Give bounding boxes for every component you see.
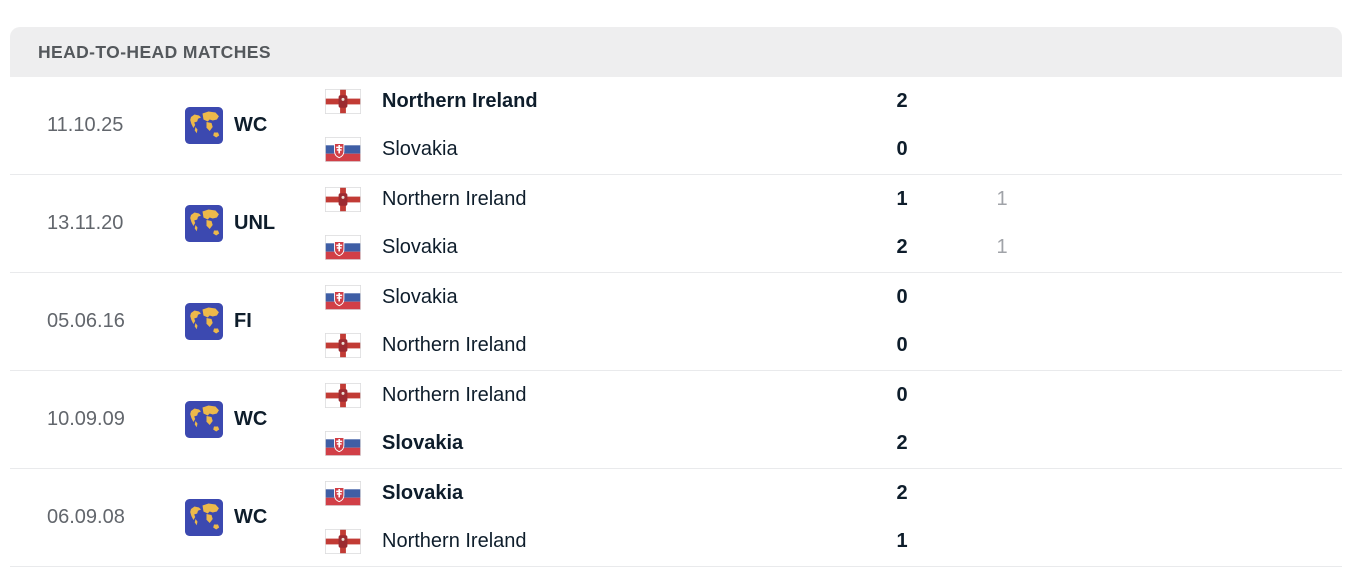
match-row[interactable]: 11.10.25 WC Northern Ireland 2	[10, 77, 1342, 175]
home-team-name: Slovakia	[382, 482, 464, 504]
match-date: 05.06.16	[47, 310, 125, 332]
home-team-line: Northern Ireland 1 1	[325, 176, 1342, 224]
slovakia-flag-icon	[325, 285, 361, 310]
slovakia-flag-icon	[325, 431, 361, 456]
home-team-line: Slovakia 2	[325, 470, 1342, 518]
away-score: 2	[896, 236, 908, 258]
away-team-line: Northern Ireland 1	[325, 518, 1342, 566]
home-score: 1	[896, 188, 908, 210]
away-team-name: Slovakia	[382, 138, 458, 160]
home-score: 0	[896, 286, 908, 308]
match-list: 11.10.25 WC Northern Ireland 2	[10, 77, 1342, 567]
slovakia-flag-icon	[325, 137, 361, 162]
match-date: 11.10.25	[47, 114, 124, 136]
competition-code: FI	[234, 310, 252, 332]
away-team-line: Slovakia 0	[325, 126, 1342, 174]
northern-ireland-flag-icon	[325, 187, 361, 212]
northern-ireland-flag-icon	[325, 89, 361, 114]
match-date: 06.09.08	[47, 506, 125, 528]
home-score: 2	[896, 90, 908, 112]
away-extra-score: 1	[996, 236, 1008, 258]
northern-ireland-flag-icon	[325, 383, 361, 408]
away-score: 0	[896, 334, 908, 356]
home-team-name: Northern Ireland	[382, 384, 527, 406]
match-row[interactable]: 06.09.08 WC Slovakia 2	[10, 469, 1342, 567]
away-team-name: Northern Ireland	[382, 334, 527, 356]
competition-code: UNL	[234, 212, 276, 234]
home-team-name: Slovakia	[382, 286, 458, 308]
home-team-name: Northern Ireland	[382, 90, 538, 112]
competition-code: WC	[234, 408, 268, 430]
match-row[interactable]: 05.06.16 FI Slovakia 0	[10, 273, 1342, 371]
head-to-head-widget: HEAD-TO-HEAD MATCHES 11.10.25 WC Norther…	[10, 27, 1342, 567]
match-date: 10.09.09	[47, 408, 125, 430]
away-score: 1	[896, 530, 908, 552]
competition-code: WC	[234, 506, 268, 528]
competition-code: WC	[234, 114, 268, 136]
northern-ireland-flag-icon	[325, 333, 361, 358]
away-team-name: Northern Ireland	[382, 530, 527, 552]
home-team-line: Slovakia 0	[325, 274, 1342, 322]
world-icon	[185, 205, 223, 242]
slovakia-flag-icon	[325, 481, 361, 506]
away-score: 0	[896, 138, 908, 160]
home-team-line: Northern Ireland 0	[325, 372, 1342, 420]
world-icon	[185, 107, 223, 144]
away-team-line: Northern Ireland 0	[325, 322, 1342, 370]
match-date: 13.11.20	[47, 212, 124, 234]
away-team-line: Slovakia 2	[325, 420, 1342, 468]
home-team-line: Northern Ireland 2	[325, 78, 1342, 126]
home-score: 2	[896, 482, 908, 504]
home-team-name: Northern Ireland	[382, 188, 527, 210]
away-team-name: Slovakia	[382, 432, 464, 454]
match-row[interactable]: 10.09.09 WC Northern Ireland 0	[10, 371, 1342, 469]
away-team-name: Slovakia	[382, 236, 458, 258]
away-score: 2	[896, 432, 908, 454]
world-icon	[185, 499, 223, 536]
away-team-line: Slovakia 2 1	[325, 224, 1342, 272]
section-header: HEAD-TO-HEAD MATCHES	[10, 27, 1342, 77]
world-icon	[185, 303, 223, 340]
world-icon	[185, 401, 223, 438]
northern-ireland-flag-icon	[325, 529, 361, 554]
home-extra-score: 1	[996, 188, 1008, 210]
home-score: 0	[896, 384, 908, 406]
match-row[interactable]: 13.11.20 UNL Northern Ireland 1 1	[10, 175, 1342, 273]
section-title: HEAD-TO-HEAD MATCHES	[38, 41, 271, 62]
slovakia-flag-icon	[325, 235, 361, 260]
